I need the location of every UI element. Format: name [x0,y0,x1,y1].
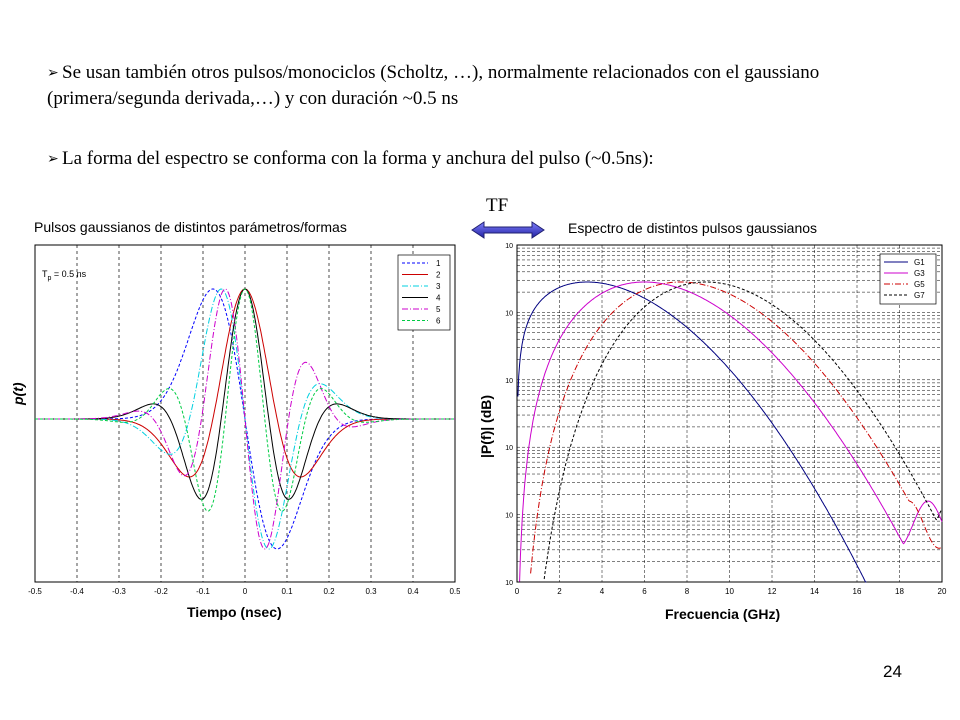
spectrum-chart: 0 2 4 6 8 10 12 14 16 18 20 10 10 10 10 10 10 G1 G3 G5 G7 [505,243,947,596]
legend-label: 6 [436,317,441,326]
pulse-curve-5 [35,288,455,550]
spectrum-curve-G7 [543,281,943,580]
y-tick-label: 10 [505,580,513,587]
x-tick-label: 16 [853,587,862,596]
x-tick-label: 10 [725,587,734,596]
legend-label: 4 [436,294,441,303]
x-tick-label: 4 [600,587,605,596]
legend-label: G1 [914,258,925,267]
arrow-bullet-icon: ➢ [47,152,59,167]
x-tick-label: 0.4 [407,587,419,596]
page-number: 24 [883,662,902,681]
right-ylabel: |P(f)| (dB) [478,394,494,458]
legend-label: 2 [436,271,441,280]
arrow-bullet-icon: ➢ [47,66,59,81]
bullet-1: ➢ Se usan también otros pulsos/monociclos… [47,60,927,111]
x-tick-label: 2 [557,587,562,596]
spectrum-curve-G3 [519,281,943,582]
x-tick-label: -0.4 [70,587,84,596]
y-tick-label: 10 [505,243,513,250]
x-tick-label: 0 [515,587,520,596]
tp-annotation: Tp = 0.5 ns [42,269,87,282]
pulse-curve-6 [35,288,455,512]
bullet-1-text: Se usan también otros pulsos/monociclos … [47,62,820,109]
right-xlabel: Frecuencia (GHz) [665,606,781,622]
x-tick-label: -0.1 [196,587,210,596]
double-arrow-icon [471,221,545,239]
x-tick-label: 12 [768,587,777,596]
x-tick-label: 0.3 [365,587,377,596]
legend-label: G7 [914,291,925,300]
x-tick-label: 0.2 [323,587,335,596]
x-tick-label: 0.5 [449,587,460,596]
x-tick-label: 20 [938,587,947,596]
spectrum-curve-G1 [517,281,867,583]
left-xlabel: Tiempo (nsec) [187,604,282,620]
bullet-2-text: La forma del espectro se conforma con la… [62,148,654,169]
x-tick-label: -0.3 [112,587,126,596]
spectrum-curve-G5 [530,281,943,574]
x-tick-label: 0.1 [281,587,293,596]
legend-label: 3 [436,282,441,291]
right-chart-title: Espectro de distintos pulsos gaussianos [568,220,818,236]
x-tick-label: 14 [810,587,819,596]
x-tick-label: -0.2 [154,587,168,596]
left-chart-title: Pulsos gaussianos de distintos parámetro… [34,219,347,235]
legend-label: 5 [436,305,441,314]
pulse-chart: -0.5 -0.4 -0.3 -0.2 -0.1 0 0.1 0.2 0.3 0.4 0.5 Tp … [28,244,460,596]
left-legend-box [397,254,451,331]
x-tick-label: -0.5 [28,587,42,596]
legend-label: G3 [914,269,925,278]
tf-label: TF [486,195,509,216]
y-tick-label: 10 [505,310,513,317]
legend-label: 1 [436,259,441,268]
y-tick-label: 10 [505,378,513,385]
y-tick-label: 10 [505,513,513,520]
y-tick-label: 10 [505,445,513,452]
bullet-2: ➢ La forma del espectro se conforma con l… [47,146,927,172]
x-tick-label: 8 [685,587,690,596]
left-ylabel: p(t) [10,382,26,405]
legend-label: G5 [914,280,925,289]
x-tick-label: 6 [642,587,647,596]
x-tick-label: 18 [895,587,904,596]
x-tick-label: 0 [243,587,248,596]
